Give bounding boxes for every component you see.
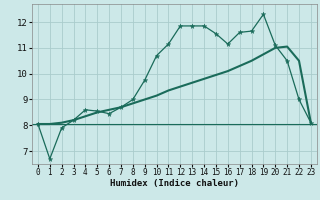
- X-axis label: Humidex (Indice chaleur): Humidex (Indice chaleur): [110, 179, 239, 188]
